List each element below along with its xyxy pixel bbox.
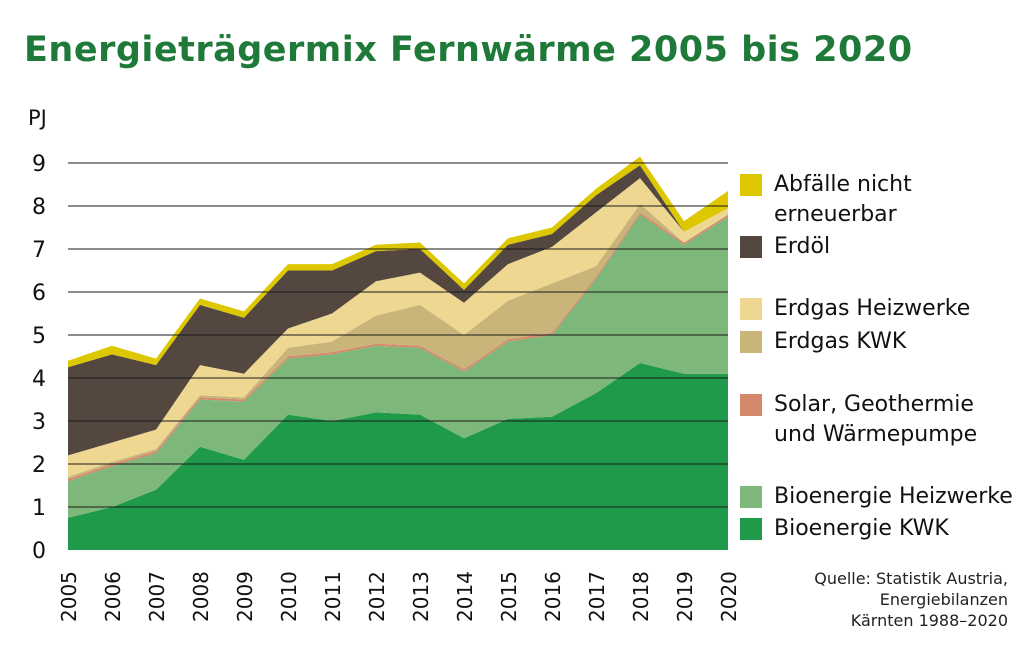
legend-label: Erdöl xyxy=(774,234,831,259)
legend-label: Erdgas Heizwerke xyxy=(774,296,971,321)
y-tick-label: 5 xyxy=(32,324,46,349)
area-solar-geothermie-und-wärmepumpe xyxy=(68,212,728,482)
legend-label: Solar, Geothermie und Wärmepumpe xyxy=(774,392,978,447)
x-tick-label: 2013 xyxy=(409,571,433,622)
y-tick-label: 2 xyxy=(32,453,46,478)
y-tick-label: 3 xyxy=(32,410,46,435)
y-axis: 0 1 2 3 4 5 6 7 8 9 xyxy=(32,152,46,564)
legend-swatch xyxy=(740,174,762,196)
x-tick-label: 2008 xyxy=(189,571,213,622)
legend-swatch xyxy=(740,298,762,320)
legend-item-solar: Solar, Geothermie und Wärmepumpe xyxy=(740,390,977,450)
y-tick-label: 7 xyxy=(32,238,46,263)
x-tick-label: 2015 xyxy=(497,571,521,622)
x-tick-label: 2011 xyxy=(321,571,345,622)
x-tick-label: 2018 xyxy=(629,571,653,622)
legend-item-erdgas-heizwerke: Erdgas Heizwerke xyxy=(740,294,970,324)
x-tick-label: 2012 xyxy=(365,571,389,622)
legend-item-erdgas-kwk: Erdgas KWK xyxy=(740,327,906,357)
y-axis-unit-label: PJ xyxy=(28,106,47,130)
legend-swatch xyxy=(740,236,762,258)
legend-item-erdoel: Erdöl xyxy=(740,232,830,262)
area-erdgas-heizwerke xyxy=(68,178,728,477)
legend-label: Bioenergie KWK xyxy=(774,516,949,541)
x-tick-label: 2020 xyxy=(717,571,741,622)
y-tick-label: 4 xyxy=(32,367,46,392)
x-tick-label: 2016 xyxy=(541,571,565,622)
x-tick-label: 2005 xyxy=(57,571,81,622)
x-tick-label: 2006 xyxy=(101,571,125,622)
x-axis: 2005 2006 2007 2008 2009 2010 2011 2012 2013 2014… xyxy=(57,571,741,622)
x-tick-label: 2007 xyxy=(145,571,169,622)
x-tick-label: 2017 xyxy=(585,571,609,622)
area-bioenergie-heizwerke xyxy=(68,214,728,518)
legend-swatch xyxy=(740,486,762,508)
chart-title: Energieträgermix Fernwärme 2005 bis 2020 xyxy=(24,30,913,70)
x-tick-label: 2009 xyxy=(233,571,257,622)
x-tick-label: 2019 xyxy=(673,571,697,622)
area-layers xyxy=(68,156,728,550)
area-bioenergie-kwk xyxy=(68,363,728,550)
area-erdöl xyxy=(68,165,728,456)
area-erdgas-kwk xyxy=(68,203,728,480)
x-tick-label: 2010 xyxy=(277,571,301,622)
legend-label: Abfälle nicht erneuerbar xyxy=(774,172,912,227)
y-tick-label: 1 xyxy=(32,496,46,521)
legend-item-bioenergie-heizwerke: Bioenergie Heizwerke xyxy=(740,482,1013,512)
legend-item-bioenergie-kwk: Bioenergie KWK xyxy=(740,514,949,544)
y-tick-label: 6 xyxy=(32,281,46,306)
y-tick-label: 0 xyxy=(32,539,46,564)
legend-item-abfaelle: Abfälle nicht erneuerbar xyxy=(740,170,912,230)
legend-swatch xyxy=(740,394,762,416)
legend-swatch xyxy=(740,331,762,353)
gridlines xyxy=(68,162,728,508)
x-tick-label: 2014 xyxy=(453,571,477,622)
y-tick-label: 8 xyxy=(32,195,46,220)
source-note: Quelle: Statistik Austria, Energiebilanz… xyxy=(814,569,1008,630)
y-tick-label: 9 xyxy=(32,152,46,177)
legend-swatch xyxy=(740,518,762,540)
legend-label: Bioenergie Heizwerke xyxy=(774,484,1013,509)
legend-label: Erdgas KWK xyxy=(774,329,907,354)
